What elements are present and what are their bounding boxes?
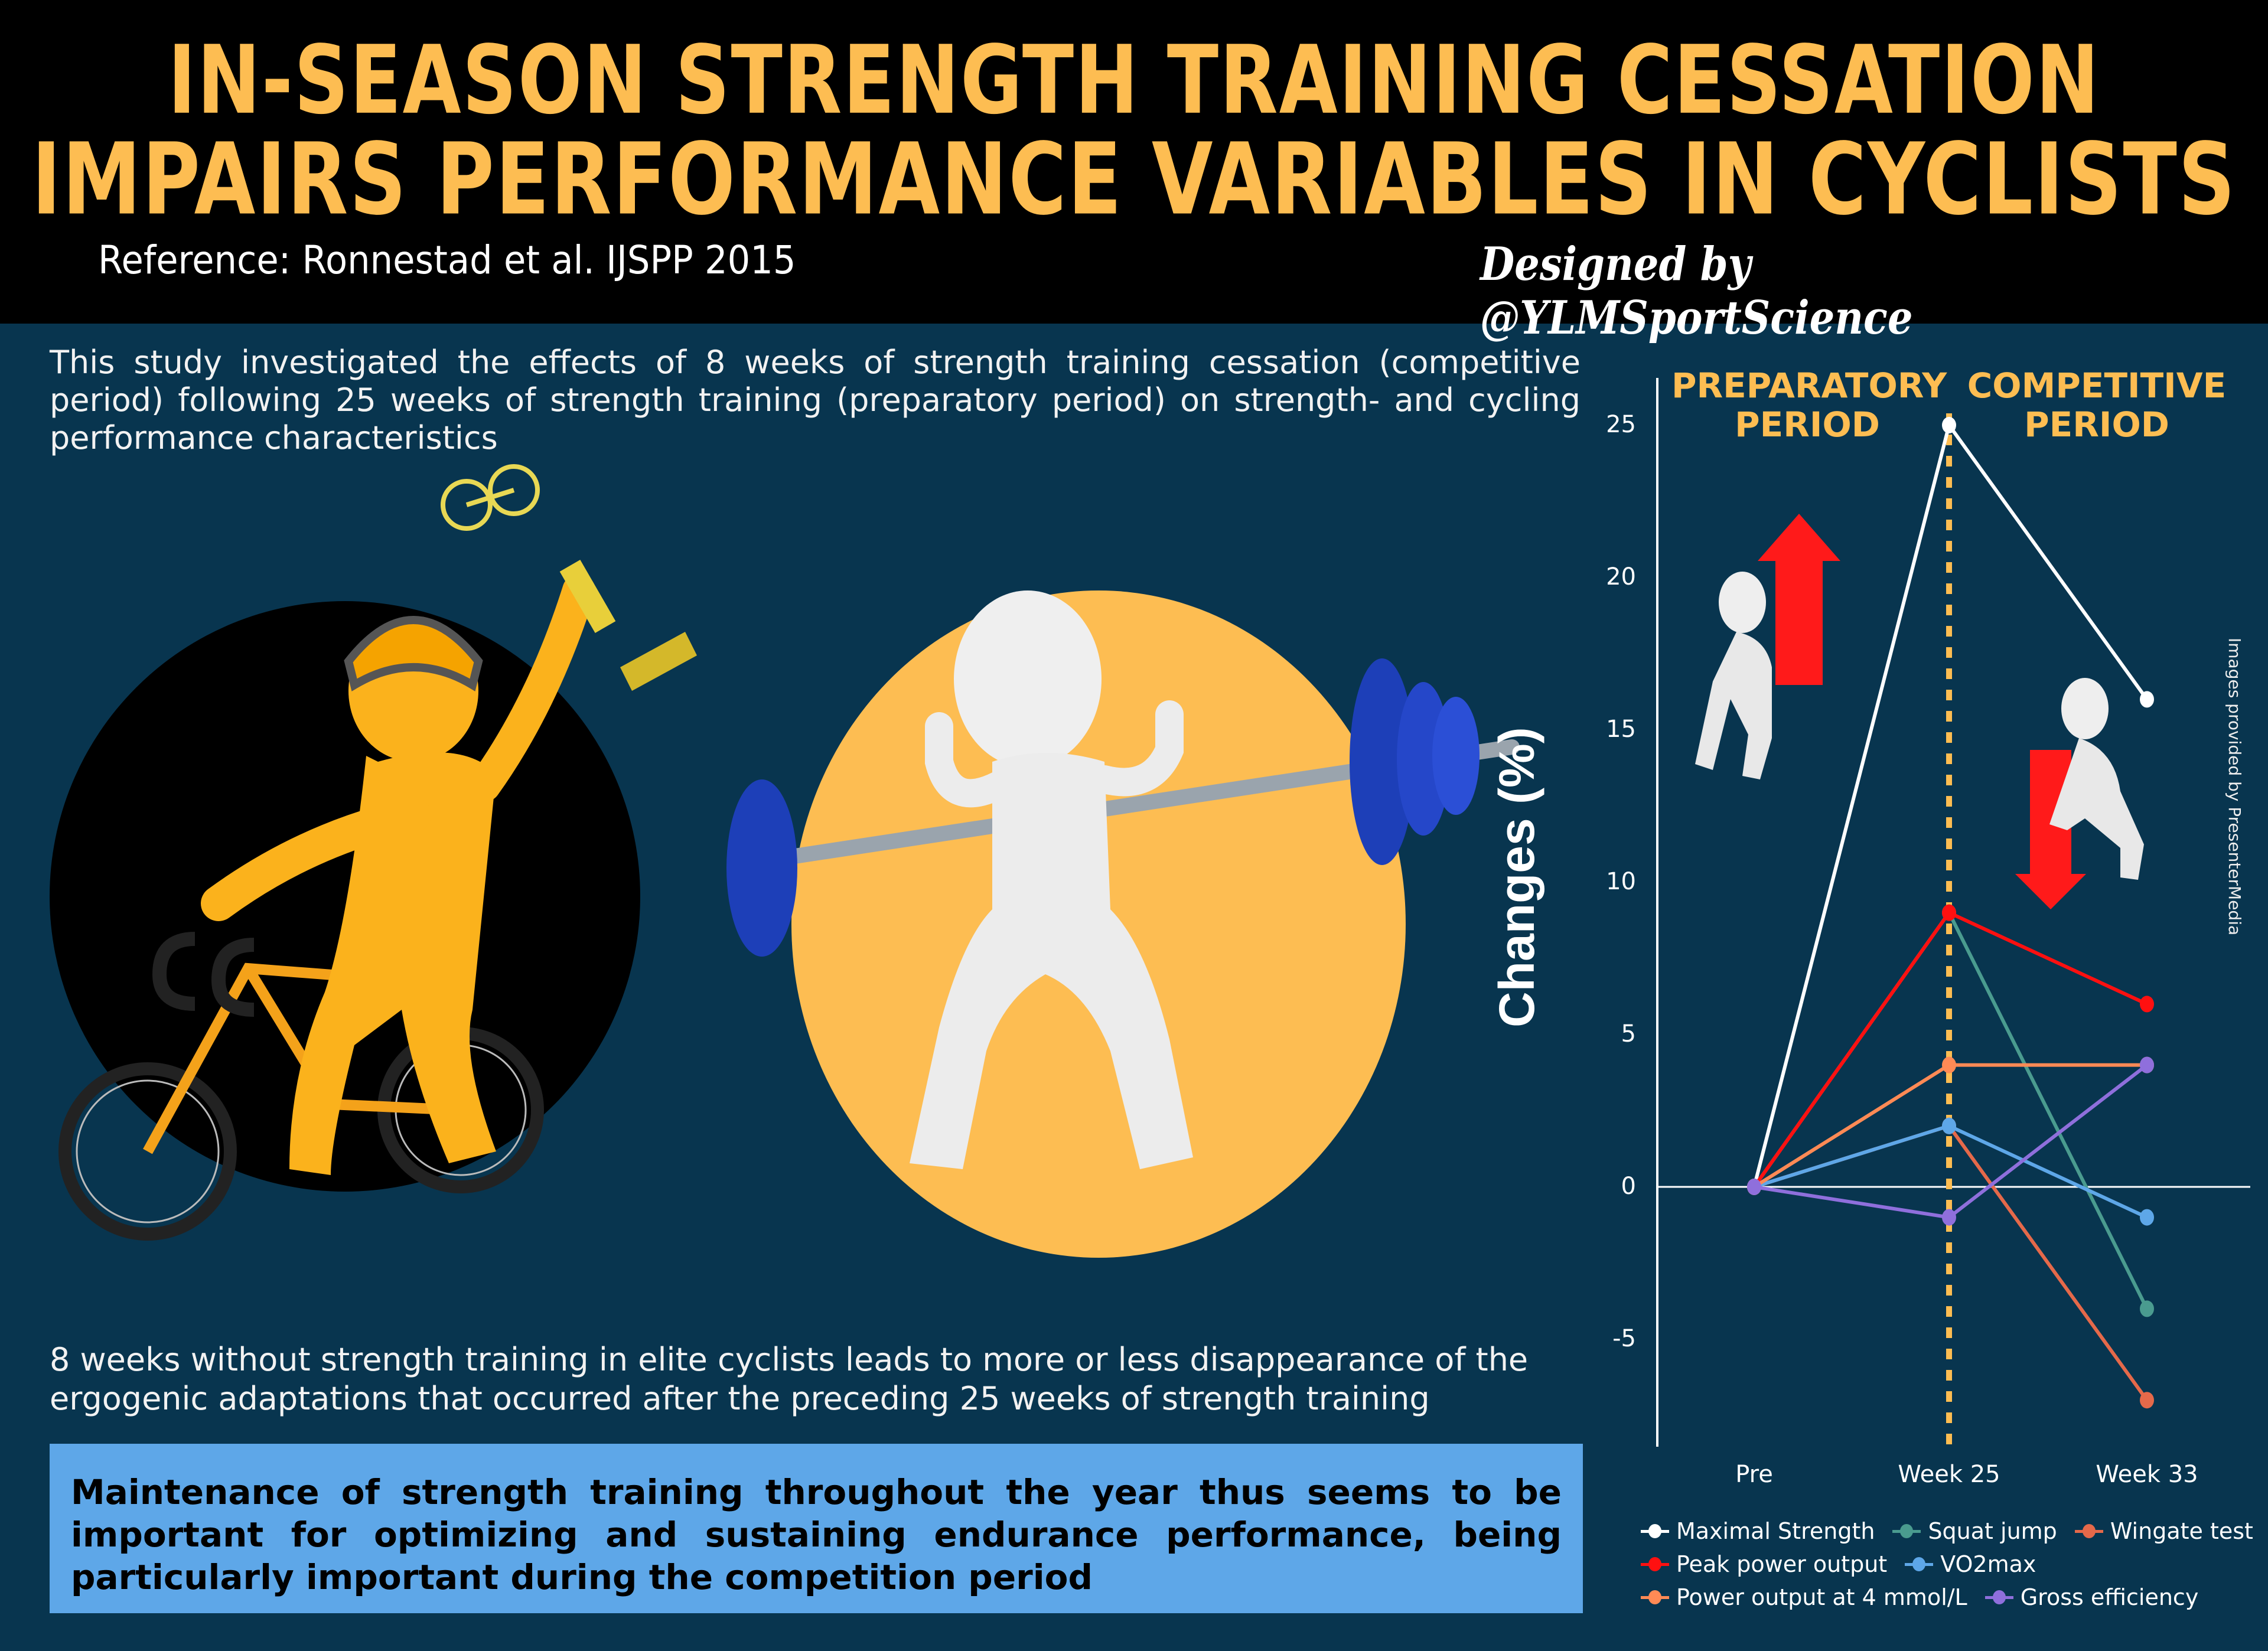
legend-swatch-icon [1892,1524,1921,1538]
title-line-2: Impairs Performance Variables in Cyclist… [31,122,2237,237]
finding-paragraph: 8 weeks without strength training in eli… [50,1341,1529,1417]
designer-credit: Designed by @YLMSportScience [1480,237,1913,345]
y-axis-title: Changes (%) [1489,727,1544,1027]
legend-item-peak-power-output: Peak power output [1641,1551,1887,1577]
legend-swatch-icon [1641,1557,1669,1571]
y-tick-label: 5 [1621,1020,1636,1048]
y-tick-label: 0 [1621,1173,1636,1200]
data-point [1942,1209,1956,1226]
chart-plot [1656,378,2250,1447]
y-tick-label: 25 [1606,411,1636,438]
image-credit: Images provided by PresenterMedia [2225,638,2244,936]
x-label-week-25: Week 25 [1898,1461,2000,1488]
legend-item-vo2max: VO2max [1905,1551,2036,1577]
legend-swatch-icon [1984,1590,2013,1604]
data-point [1942,1056,1956,1074]
data-point [1942,904,1956,921]
y-tick-label: 15 [1606,716,1636,743]
legend-item-gross-efficiency: Gross efficiency [1984,1584,2198,1610]
legend-swatch-icon [1641,1590,1669,1604]
legend-row: Power output at 4 mmol/L Gross efficienc… [1641,1581,2268,1614]
figure-arrow-down-icon [2015,678,2144,909]
data-point [1747,1179,1761,1195]
legend-item-squat-jump: Squat jump [1892,1518,2057,1544]
x-label-week-33: Week 33 [2096,1461,2198,1488]
legend-row: Peak power output VO2max [1641,1548,2268,1581]
reference-text: Reference: Ronnestad et al. IJSPP 2015 [98,237,796,283]
header-band: In-Season Strength Training Cessation Im… [0,0,2268,345]
y-tick-label: 20 [1606,563,1636,590]
key-message-text: Maintenance of strength training through… [71,1472,1562,1597]
figure-arrow-up-icon [1695,514,1840,779]
y-tick-label: -5 [1612,1325,1636,1352]
legend-swatch-icon [2074,1524,2103,1538]
series-gross-efficiency [1747,1056,2154,1226]
data-point [1942,417,1956,433]
weightlifter-icon [726,590,1520,1169]
legend-swatch-icon [1641,1524,1669,1538]
competitive-period-label: Competitive Period [1967,366,2227,445]
x-label-pre: Pre [1735,1461,1773,1488]
data-point [2140,1392,2154,1409]
intro-paragraph: This study investigated the effects of 8… [50,344,1581,456]
data-point [2140,691,2154,708]
data-point [2140,1300,2154,1317]
data-point [2140,1056,2154,1074]
y-tick-label: 10 [1606,868,1636,895]
legend-item-wingate-test: Wingate test [2074,1518,2253,1544]
legend-swatch-icon [1905,1557,1934,1571]
key-message-box: Maintenance of strength training through… [50,1444,1583,1613]
preparatory-period-label: Preparatory Period [1671,366,1947,445]
legend-item-maximal-strength: Maximal Strength [1641,1518,1875,1544]
legend-row: Maximal Strength Squat jump Wingate test [1641,1515,2268,1548]
legend-item-power-output-4mmol: Power output at 4 mmol/L [1641,1584,1967,1610]
title-line-1: In-Season Strength Training Cessation [168,25,2100,136]
data-point [1942,1117,1956,1134]
data-point [2140,996,2154,1013]
chart-legend: Maximal Strength Squat jump Wingate test… [1641,1515,2268,1614]
data-point [2140,1209,2154,1226]
cyclist-trophy-icon [58,464,697,1241]
